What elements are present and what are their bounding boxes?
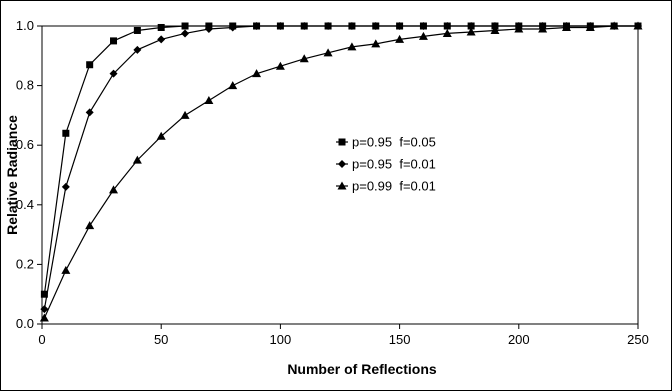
data-point	[228, 23, 237, 32]
y-tick-label: 0.8	[16, 78, 34, 93]
series-3	[39, 21, 643, 322]
y-tick-label: 0.0	[16, 316, 34, 331]
x-axis-title: Number of Reflections	[287, 361, 437, 377]
legend-marker	[337, 181, 347, 190]
data-point	[371, 22, 380, 30]
data-point	[204, 96, 214, 104]
data-point	[275, 61, 285, 70]
data-point	[419, 22, 428, 30]
data-point	[323, 48, 333, 57]
y-axis-title: Relative Radiance	[4, 115, 20, 235]
data-point	[299, 54, 309, 63]
data-point	[609, 21, 619, 30]
legend-marker	[338, 138, 346, 146]
x-tick-label: 150	[389, 332, 411, 347]
data-point	[490, 25, 500, 34]
plot-area-border	[41, 25, 639, 325]
data-point	[40, 290, 48, 298]
data-point	[538, 24, 548, 33]
legend-label: p=0.95 f=0.01	[352, 157, 436, 172]
legend-label: p=0.95 f=0.05	[352, 135, 436, 150]
legend-item-3: p=0.99 f=0.01	[336, 179, 436, 194]
data-point	[347, 22, 356, 30]
y-tick-label: 1.0	[16, 18, 34, 33]
data-point	[181, 29, 190, 38]
data-point	[61, 182, 70, 191]
data-point	[110, 37, 118, 45]
data-point	[204, 24, 213, 33]
data-point	[561, 22, 571, 31]
data-point	[418, 31, 428, 40]
y-tick-label: 0.6	[16, 137, 34, 152]
legend-item-2: p=0.95 f=0.01	[336, 157, 436, 172]
data-point	[395, 34, 405, 43]
data-point	[252, 22, 261, 30]
x-tick-label: 0	[38, 332, 45, 347]
series-line	[43, 25, 638, 295]
legend-label: p=0.99 f=0.01	[352, 179, 436, 194]
legend: p=0.95 f=0.05 p=0.95 f=0.01 p=0.99 f=0.01	[336, 135, 436, 194]
data-point	[85, 108, 94, 117]
data-point	[85, 221, 95, 230]
data-point	[371, 39, 381, 48]
x-tick-label: 50	[154, 332, 168, 347]
data-point	[39, 313, 49, 322]
data-point	[86, 61, 94, 69]
data-point	[180, 110, 190, 119]
data-point	[228, 81, 238, 90]
data-point	[61, 265, 71, 274]
data-point	[62, 129, 70, 137]
series-line	[43, 25, 638, 310]
axes: 0.0 0.2 0.4 0.6 0.8 1.0 0 50 100 150 200 250	[16, 18, 649, 347]
x-tick-label: 200	[508, 332, 530, 347]
data-point	[133, 45, 142, 54]
data-point	[133, 26, 141, 34]
series-layer	[39, 21, 643, 322]
data-point	[252, 69, 262, 78]
y-tick-label: 0.4	[16, 197, 34, 212]
data-point	[585, 22, 595, 31]
series-line	[43, 25, 638, 319]
data-point	[300, 22, 309, 30]
x-tick-label: 100	[270, 332, 292, 347]
data-point	[347, 42, 357, 51]
data-point	[395, 22, 404, 30]
series-2	[40, 22, 642, 314]
data-point	[466, 27, 476, 36]
data-point	[514, 24, 524, 33]
data-point	[324, 22, 333, 30]
data-point	[467, 22, 476, 30]
y-tick-label: 0.2	[16, 256, 34, 271]
x-tick-label: 250	[627, 332, 649, 347]
data-point	[109, 69, 118, 78]
data-point	[156, 131, 166, 140]
legend-item-1: p=0.95 f=0.05	[336, 135, 436, 150]
data-point	[181, 22, 189, 30]
data-point	[157, 35, 166, 44]
data-point	[442, 28, 452, 37]
data-point	[443, 22, 452, 30]
data-point	[276, 22, 285, 30]
data-point	[132, 155, 142, 164]
legend-marker	[338, 160, 346, 168]
data-point	[633, 21, 643, 30]
data-point	[109, 185, 119, 194]
data-point	[157, 23, 165, 31]
data-point	[40, 305, 49, 314]
series-1	[40, 22, 642, 298]
